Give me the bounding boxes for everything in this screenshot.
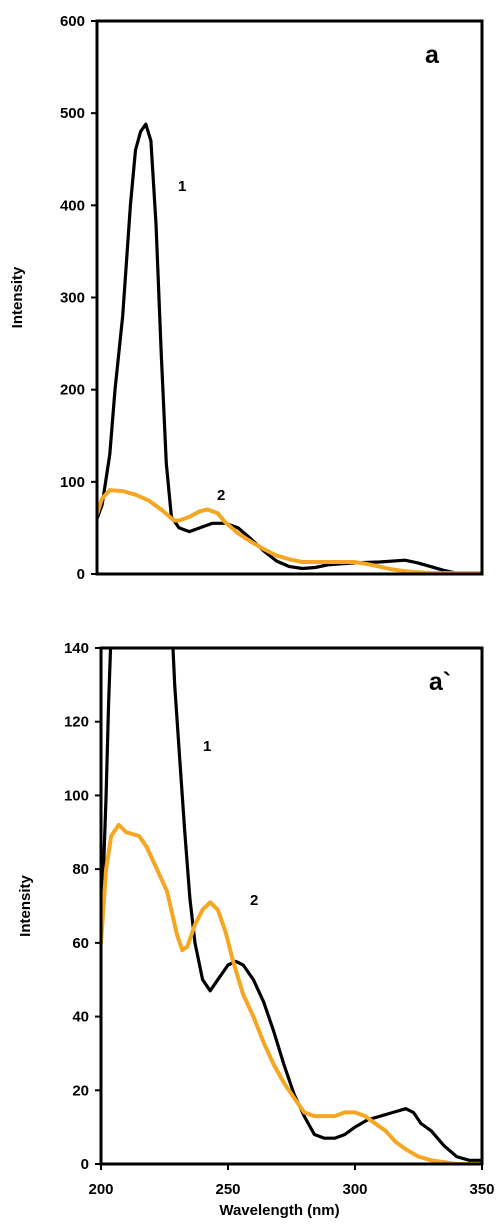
x-axis-title: Wavelength (nm) (219, 1202, 339, 1219)
y-tick-label: 80 (72, 861, 89, 878)
series-label-1: 1 (203, 738, 211, 755)
y-tick-label: 0 (81, 1156, 89, 1173)
y-axis-title: Intensity (9, 266, 26, 328)
panel-label: a (425, 41, 440, 69)
series-line-2-panel-b (101, 822, 482, 1164)
y-tick-label: 100 (60, 474, 85, 491)
y-tick-label: 20 (72, 1082, 89, 1099)
plot-frame (95, 19, 484, 576)
x-tick-label: 250 (215, 1181, 240, 1198)
x-tick-label: 200 (88, 1181, 113, 1198)
series-label-2: 2 (250, 892, 258, 909)
y-tick-label: 100 (64, 787, 89, 804)
series-line-2-panel-a (97, 488, 482, 574)
y-tick-label: 140 (64, 640, 89, 657)
plot-frame (99, 646, 484, 1166)
series-label-1: 1 (178, 178, 186, 195)
panel-label: a` (429, 668, 451, 696)
series-line-1-panel-a (97, 122, 482, 574)
y-tick-label: 40 (72, 1009, 89, 1026)
series-label-2: 2 (217, 487, 225, 504)
y-tick-label: 200 (60, 382, 85, 399)
y-tick-label: 60 (72, 935, 89, 952)
y-tick-label: 500 (60, 105, 85, 122)
y-tick-label: 0 (77, 566, 85, 583)
x-tick-label: 350 (469, 1181, 494, 1198)
y-tick-label: 400 (60, 197, 85, 214)
x-tick-label: 300 (342, 1181, 367, 1198)
series-line-1-panel-b (101, 648, 482, 1162)
y-tick-label: 300 (60, 290, 85, 307)
y-tick-label: 600 (60, 13, 85, 30)
y-tick-label: 120 (64, 714, 89, 731)
y-axis-title: Intensity (17, 875, 34, 937)
